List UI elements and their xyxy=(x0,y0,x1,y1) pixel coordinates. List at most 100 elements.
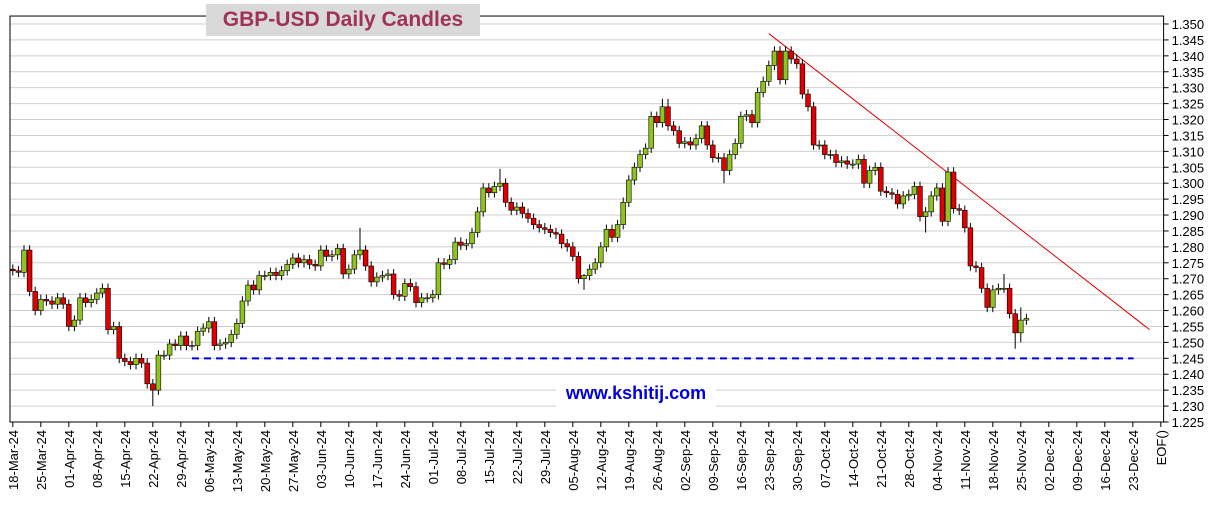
candle-body xyxy=(878,166,884,192)
candle-body xyxy=(194,330,201,346)
candle-body xyxy=(452,241,458,260)
x-tick-label: 16-Sep-24 xyxy=(734,430,749,491)
y-tick-label: 1.325 xyxy=(1172,97,1205,112)
candle-body xyxy=(928,195,934,213)
y-tick-label: 1.300 xyxy=(1172,176,1205,191)
candle-body xyxy=(978,267,985,289)
candle-body xyxy=(239,300,246,324)
candle-body xyxy=(995,287,1002,291)
candle-body xyxy=(547,229,554,233)
candle-body xyxy=(323,249,330,257)
x-tick-label: 09-Dec-24 xyxy=(1070,430,1085,491)
x-tick-label: 13-May-24 xyxy=(230,430,245,492)
candle-body xyxy=(99,287,106,294)
candle-body xyxy=(273,272,279,276)
candle-body xyxy=(94,292,100,300)
x-tick-label: 26-Aug-24 xyxy=(650,430,665,491)
candle-body xyxy=(861,159,867,184)
candle-body xyxy=(816,144,822,147)
candle-body xyxy=(934,187,940,197)
candle-body xyxy=(105,287,111,330)
y-tick-label: 1.260 xyxy=(1172,304,1205,319)
candle-body xyxy=(536,224,542,229)
candle-body xyxy=(82,297,89,303)
x-tick-label: 23-Sep-24 xyxy=(762,430,777,491)
candle-body xyxy=(833,154,839,163)
candle-body xyxy=(110,326,117,330)
x-tick-label: 01-Jul-24 xyxy=(426,430,441,484)
candle-body xyxy=(10,268,16,272)
candle-body xyxy=(642,147,649,155)
candle-body xyxy=(659,106,666,124)
candle-body xyxy=(990,289,996,308)
candle-body xyxy=(827,154,834,156)
candle-body xyxy=(463,243,470,246)
candle-body xyxy=(889,192,895,195)
x-tick-label: 06-May-24 xyxy=(202,430,217,492)
candle-body xyxy=(49,300,55,305)
candle-body xyxy=(374,276,380,283)
candle-body xyxy=(502,182,509,203)
x-tick-label: 11-Nov-24 xyxy=(958,430,973,490)
candle-body xyxy=(855,159,862,165)
y-tick-label: 1.315 xyxy=(1172,128,1205,143)
candle-body xyxy=(939,187,946,222)
candle-body xyxy=(760,81,766,93)
x-tick-label: 08-Jul-24 xyxy=(454,430,469,484)
candle-body xyxy=(676,130,682,144)
candle-body xyxy=(295,257,302,264)
x-tick-label: 08-Apr-24 xyxy=(90,430,105,488)
candle-body xyxy=(418,297,425,303)
candle-body xyxy=(329,254,335,257)
candle-body xyxy=(698,125,705,139)
candle-body xyxy=(396,294,402,297)
candle-body xyxy=(1006,287,1013,315)
candle-body xyxy=(514,206,520,211)
x-tick-label: 22-Jul-24 xyxy=(510,430,525,484)
y-tick-label: 1.310 xyxy=(1172,144,1205,159)
candle-body xyxy=(228,334,234,343)
candle-body xyxy=(799,63,806,95)
x-tick-label: 28-Oct-24 xyxy=(902,430,917,488)
candle-body xyxy=(211,321,218,346)
x-tick-label: 09-Sep-24 xyxy=(706,430,721,491)
candle-body xyxy=(962,209,968,229)
x-tick-label: 19-Aug-24 xyxy=(622,430,637,491)
y-tick-label: 1.235 xyxy=(1172,383,1205,398)
candle-body xyxy=(620,202,626,225)
candle-body xyxy=(424,297,430,300)
candle-body xyxy=(1018,319,1024,334)
y-tick-label: 1.295 xyxy=(1172,192,1205,207)
x-tick-label: 02-Dec-24 xyxy=(1042,430,1057,491)
y-tick-label: 1.240 xyxy=(1172,367,1205,382)
candle-body xyxy=(88,299,94,303)
candle-body xyxy=(362,249,369,267)
candle-body xyxy=(777,50,783,81)
candle-body xyxy=(189,345,195,347)
candle-body xyxy=(390,273,397,295)
candle-body xyxy=(340,248,346,275)
candle-body xyxy=(984,287,990,308)
candle-body xyxy=(771,50,778,66)
candle-body xyxy=(178,335,184,346)
candle-body xyxy=(575,256,582,280)
candle-body xyxy=(648,116,654,149)
candle-body xyxy=(217,343,223,346)
trend-line xyxy=(768,33,1150,331)
x-tick-label: 14-Oct-24 xyxy=(846,430,861,488)
candle-body xyxy=(654,116,660,124)
candle-body xyxy=(631,166,638,181)
axes-layer: 1.2251.2301.2351.2401.2451.2501.2551.260… xyxy=(6,15,1205,492)
candle-body xyxy=(906,194,912,197)
candle-body xyxy=(558,233,565,244)
y-tick-label: 1.285 xyxy=(1172,224,1205,239)
candle-body xyxy=(844,160,850,165)
x-tick-label: 10-Jun-24 xyxy=(342,430,357,489)
candle-body xyxy=(1001,287,1007,290)
candle-body xyxy=(446,259,453,265)
plot-frame xyxy=(9,15,1165,423)
candle-body xyxy=(43,299,50,302)
candle-body xyxy=(749,114,755,124)
y-tick-label: 1.255 xyxy=(1172,319,1205,334)
candle-body xyxy=(407,283,414,287)
